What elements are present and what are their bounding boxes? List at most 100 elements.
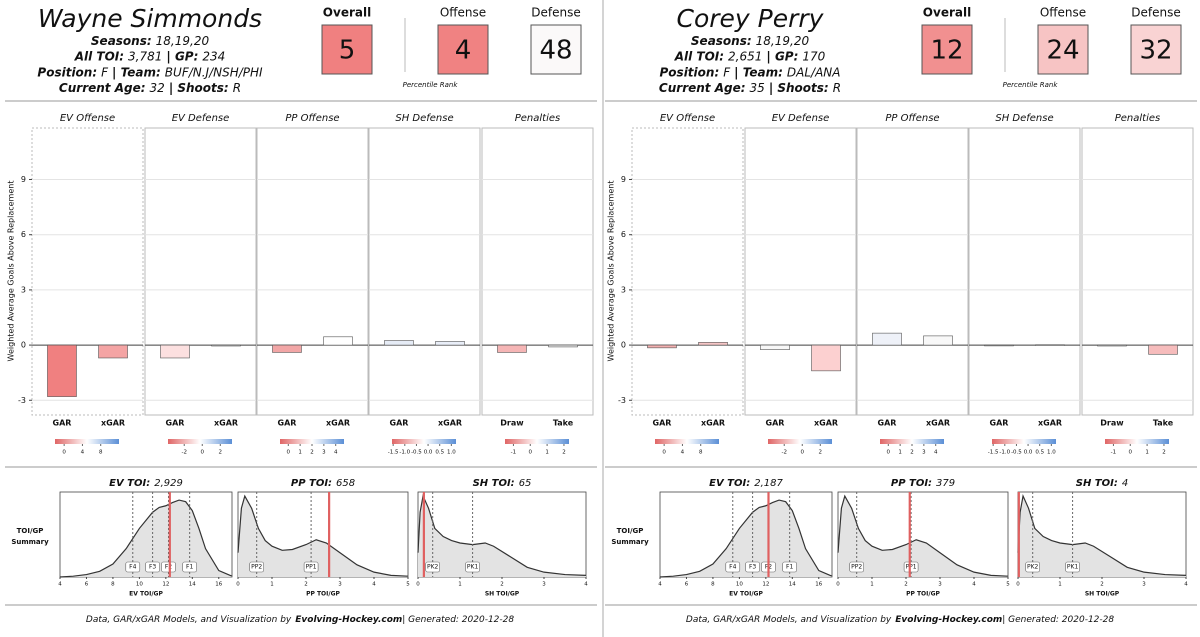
colorbar-tick-label: 2	[562, 450, 566, 456]
panel-frame	[968, 127, 1081, 416]
percentile-label: Percentile Rank	[403, 81, 459, 89]
colorbar-tick-label: 0	[287, 450, 291, 456]
y-axis-label: Weighted Average Goals Above Replacement	[7, 181, 16, 362]
bar	[984, 344, 1014, 347]
y-tick-label: 6	[621, 230, 626, 239]
colorbar-tick-label: 0	[662, 450, 666, 456]
title-value: 4	[1122, 478, 1128, 489]
rating-value: 12	[930, 36, 963, 66]
x-tick-label: 3	[338, 582, 342, 588]
info-label: | GP:	[766, 49, 798, 63]
colorbar-tick-label: 8	[99, 450, 103, 456]
bar	[323, 336, 353, 346]
player-name: Corey Perry	[677, 4, 825, 33]
y-tick-label: 6	[21, 230, 26, 239]
x-axis-label: SH TOI/GP	[1085, 591, 1120, 598]
panel-title: EV Offense	[60, 113, 115, 124]
x-tick-label: xGAR	[701, 419, 725, 428]
bar	[272, 344, 302, 353]
panel-frame	[1081, 127, 1194, 416]
info-label: | Shoots:	[769, 81, 829, 95]
colorbar	[655, 439, 719, 444]
marker-label: PP1	[306, 564, 317, 571]
x-tick-label: 10	[136, 582, 143, 588]
colorbar	[168, 439, 232, 444]
bar	[647, 344, 677, 349]
colorbar	[505, 439, 569, 444]
x-tick-label: 0	[836, 582, 840, 588]
x-tick-label: xGAR	[438, 419, 462, 428]
colorbar	[55, 439, 119, 444]
info-label: Current Age:	[59, 81, 146, 95]
rating-label: Defense	[531, 6, 580, 20]
colorbar-tick-label: -0.5	[1011, 450, 1022, 456]
marker-label: F4	[129, 564, 136, 571]
x-tick-label: 16	[215, 582, 222, 588]
colorbar-tick-label: 4	[934, 450, 938, 456]
x-tick-label: xGAR	[1038, 419, 1062, 428]
panel-title: PP TOI: 379	[891, 478, 955, 489]
marker-box	[745, 561, 760, 573]
info-value: R	[233, 81, 241, 95]
title-value: 2,187	[754, 478, 783, 489]
title-value: 65	[519, 478, 532, 489]
marker-label: PP1	[906, 564, 917, 571]
info-line: Seasons: 18,19,20	[691, 34, 810, 48]
rating-value: 48	[539, 36, 572, 66]
footer-text: Data, GAR/xGAR Models, and Visualization…	[86, 615, 292, 625]
rating-label: Offense	[1040, 6, 1086, 20]
info-value: 3,781	[128, 49, 162, 63]
x-tick-label: xGAR	[926, 419, 950, 428]
marker-label: F1	[186, 564, 193, 571]
rating-box	[1130, 24, 1182, 75]
info-line: Position: F | Team: BUF/N.J/NSH/PHI	[37, 65, 263, 79]
x-tick-label: 14	[789, 582, 796, 588]
x-tick-label: Draw	[1100, 419, 1124, 428]
marker-box	[425, 561, 441, 573]
x-tick-label: 4	[58, 582, 62, 588]
bar	[1035, 344, 1065, 346]
colorbar-tick-label: 0.5	[435, 450, 444, 456]
bar	[384, 340, 414, 346]
marker-label: F3	[149, 564, 156, 571]
colorbar-tick-label: -2	[181, 450, 186, 456]
info-label: Current Age:	[659, 81, 746, 95]
y-tick-label: -3	[618, 396, 626, 405]
colorbar-tick-label: 0	[62, 450, 66, 456]
title-label: EV TOI:	[109, 478, 150, 489]
bar	[98, 344, 128, 359]
bar	[1148, 344, 1178, 355]
marker-label: PK1	[467, 564, 479, 571]
panel-title: PP Offense	[885, 113, 939, 124]
x-axis-label: PP TOI/GP	[306, 591, 340, 598]
x-tick-label: GAR	[990, 419, 1009, 428]
x-tick-label: 4	[372, 582, 376, 588]
density-fill	[1018, 496, 1186, 577]
info-value: 18,19,20	[756, 34, 810, 48]
x-axis-label: PP TOI/GP	[906, 591, 940, 598]
marker-label: F3	[749, 564, 756, 571]
marker-box	[303, 561, 319, 573]
info-line: Seasons: 18,19,20	[91, 34, 210, 48]
x-tick-label: GAR	[166, 419, 185, 428]
info-value: 170	[802, 49, 825, 63]
info-label: | Team:	[112, 65, 161, 79]
colorbar-tick-label: 0.0	[424, 450, 433, 456]
panel-title: SH Defense	[995, 113, 1053, 124]
x-tick-label: GAR	[278, 419, 297, 428]
marker-box	[782, 561, 797, 573]
marker-label: F2	[165, 564, 172, 571]
panel-title: EV Defense	[772, 113, 830, 124]
x-tick-label: 3	[1142, 582, 1146, 588]
rating-value: 24	[1046, 36, 1079, 66]
density-fill	[838, 496, 1008, 577]
player-name: Wayne Simmonds	[38, 4, 262, 33]
panel-title: PP Offense	[285, 113, 339, 124]
colorbar-tick-label: 1.0	[447, 450, 456, 456]
colorbar-tick-label: 0	[201, 450, 205, 456]
rating-value: 5	[339, 36, 356, 66]
panel-frame	[856, 127, 969, 416]
bar	[1097, 344, 1127, 347]
panel-frame	[631, 127, 744, 416]
